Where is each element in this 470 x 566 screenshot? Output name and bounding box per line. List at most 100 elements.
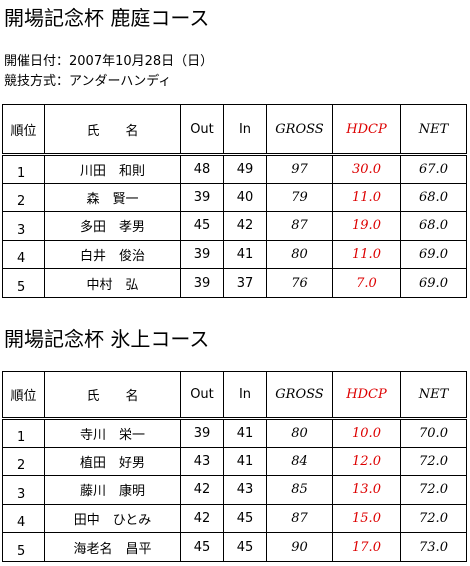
cell: 4 [2,503,45,534]
cell: 68.0 [400,182,467,213]
cell: 97 [266,154,333,184]
cell: 45 [223,532,267,562]
cell: 45 [223,503,267,534]
cell: 11.0 [332,239,401,270]
cell: 43 [180,446,224,477]
cell: 73.0 [400,532,467,562]
cell: 5 [2,532,45,562]
cell: 72.0 [400,475,467,505]
cell: 海老名 昌平 [44,532,181,562]
header-row: 順位氏 名 Out In GROSS HDCP NET [2,104,467,156]
header-cell: NET [400,104,467,156]
cell: 中村 弘 [44,268,181,298]
cell: 19.0 [332,211,401,241]
cell: 37 [223,268,267,298]
cell: 42 [180,503,224,534]
cell: 87 [266,211,333,241]
cell: 39 [180,418,224,448]
cell: 川田 和則 [44,154,181,184]
cell: 2 [2,182,45,213]
cell: 39 [180,182,224,213]
results-table: 順位氏 名 Out In GROSS HDCP NET 1 川田 和則 48 49 97 30.0 67… [2,104,467,298]
cell: 寺川 栄一 [44,418,181,448]
header-cell: NET [400,371,467,420]
cell: 1 [2,154,45,184]
info-line: 競技方式：アンダーハンディ [4,74,172,89]
header-cell: 順位 [2,371,45,420]
data-row: 1 川田 和則 48 49 97 30.0 67.0 [2,154,467,184]
cell: 2 [2,446,45,477]
cell: 48 [180,154,224,184]
cell: 72.0 [400,446,467,477]
header-cell: HDCP [332,104,401,156]
cell: 4 [2,239,45,270]
cell: 多田 孝男 [44,211,181,241]
cell: 70.0 [400,418,467,448]
cell: 76 [266,268,333,298]
cell: 45 [180,532,224,562]
cell: 67.0 [400,154,467,184]
cell: 7.0 [332,268,401,298]
cell: 17.0 [332,532,401,562]
data-row: 5 中村 弘 39 37 76 7.0 69.0 [2,268,467,298]
header-cell: 氏 名 [44,104,181,156]
cell: 白井 俊治 [44,239,181,270]
data-row: 4 田中 ひとみ 42 45 87 15.0 72.0 [2,503,467,534]
cell: 12.0 [332,446,401,477]
cell: 15.0 [332,503,401,534]
cell: 90 [266,532,333,562]
cell: 39 [180,239,224,270]
cell: 39 [180,268,224,298]
data-row: 4 白井 俊治 39 41 80 11.0 69.0 [2,239,467,270]
header-cell: In [223,104,267,156]
cell: 田中 ひとみ [44,503,181,534]
cell: 72.0 [400,503,467,534]
cell: 45 [180,211,224,241]
header-cell: GROSS [266,104,333,156]
data-row: 3 多田 孝男 45 42 87 19.0 68.0 [2,211,467,241]
header-cell: Out [180,371,224,420]
cell: 11.0 [332,182,401,213]
cell: 79 [266,182,333,213]
cell: 10.0 [332,418,401,448]
data-row: 3 藤川 康明 42 43 85 13.0 72.0 [2,475,467,505]
cell: 3 [2,475,45,505]
cell: 85 [266,475,333,505]
cell: 5 [2,268,45,298]
cell: 43 [223,475,267,505]
header-cell: GROSS [266,371,333,420]
cell: 40 [223,182,267,213]
cell: 3 [2,211,45,241]
data-row: 1 寺川 栄一 39 41 80 10.0 70.0 [2,418,467,448]
cell: 41 [223,239,267,270]
results-table: 順位氏 名 Out In GROSS HDCP NET 1 寺川 栄一 39 41 80 10.0 70… [2,371,467,562]
cell: 42 [180,475,224,505]
cell: 42 [223,211,267,241]
cell: 1 [2,418,45,448]
cell: 41 [223,446,267,477]
header-row: 順位氏 名 Out In GROSS HDCP NET [2,371,467,420]
header-cell: 氏 名 [44,371,181,420]
data-row: 5 海老名 昌平 45 45 90 17.0 73.0 [2,532,467,562]
cell: 49 [223,154,267,184]
cell: 84 [266,446,333,477]
cell: 藤川 康明 [44,475,181,505]
info-line: 開催日付：2007年10月28日（日） [4,54,214,69]
cell: 41 [223,418,267,448]
cell: 68.0 [400,211,467,241]
section-title: 開場記念杯 氷上コース [4,327,210,351]
cell: 69.0 [400,239,467,270]
cell: 13.0 [332,475,401,505]
cell: 69.0 [400,268,467,298]
cell: 30.0 [332,154,401,184]
cell: 80 [266,239,333,270]
cell: 87 [266,503,333,534]
header-cell: HDCP [332,371,401,420]
data-row: 2 植田 好男 43 41 84 12.0 72.0 [2,446,467,477]
cell: 植田 好男 [44,446,181,477]
cell: 80 [266,418,333,448]
header-cell: 順位 [2,104,45,156]
section-title: 開場記念杯 鹿庭コース [4,6,210,30]
